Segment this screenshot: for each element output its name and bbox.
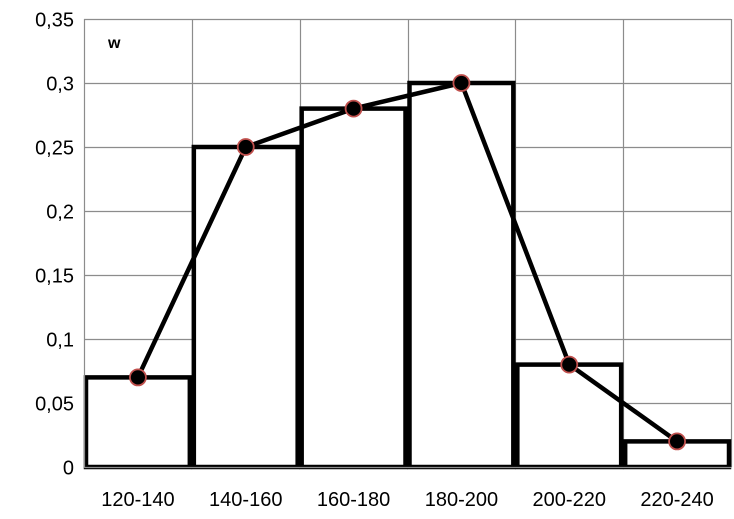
- y-tick-label: 0,05: [35, 394, 74, 416]
- x-tick-label: 180-200: [425, 489, 498, 511]
- frequency-polygon-line: [135, 80, 679, 444]
- x-tick-label: 120-140: [101, 489, 174, 511]
- x-tick-label: 160-180: [317, 489, 390, 511]
- marker-layer: [129, 74, 686, 451]
- data-point-marker: [344, 99, 363, 118]
- y-tick-label: 0,25: [35, 138, 74, 160]
- histogram-bar: [515, 362, 624, 470]
- histogram-bar: [83, 375, 193, 470]
- data-point-marker: [452, 74, 471, 92]
- x-tick-label: 200-220: [533, 489, 606, 511]
- data-point-marker: [129, 368, 147, 387]
- y-tick-label: 0,3: [46, 74, 74, 96]
- x-tick-label: 140-160: [209, 489, 282, 511]
- histogram-bar: [299, 106, 408, 470]
- y-tick-label: 0,2: [46, 202, 74, 224]
- y-tick-label: 0: [63, 458, 74, 480]
- label-layer: 0 0,05 0,1 0,15 0,2 0,25 0,3 0,35 120-140 140-160…: [35, 10, 714, 512]
- x-tick-label: 220-240: [640, 489, 713, 511]
- data-point-marker: [236, 138, 255, 156]
- histogram-bar: [407, 80, 516, 470]
- polygon-layer: [135, 80, 679, 444]
- y-tick-label: 0,1: [46, 330, 74, 352]
- y-axis-label: w: [107, 35, 121, 52]
- histogram-bar: [191, 144, 300, 470]
- bar-layer: [83, 80, 732, 470]
- data-point-marker: [560, 355, 579, 374]
- y-tick-label: 0,35: [35, 10, 74, 32]
- axis-layer: [83, 19, 731, 469]
- data-point-marker: [668, 432, 686, 451]
- y-tick-label: 0,15: [35, 266, 74, 288]
